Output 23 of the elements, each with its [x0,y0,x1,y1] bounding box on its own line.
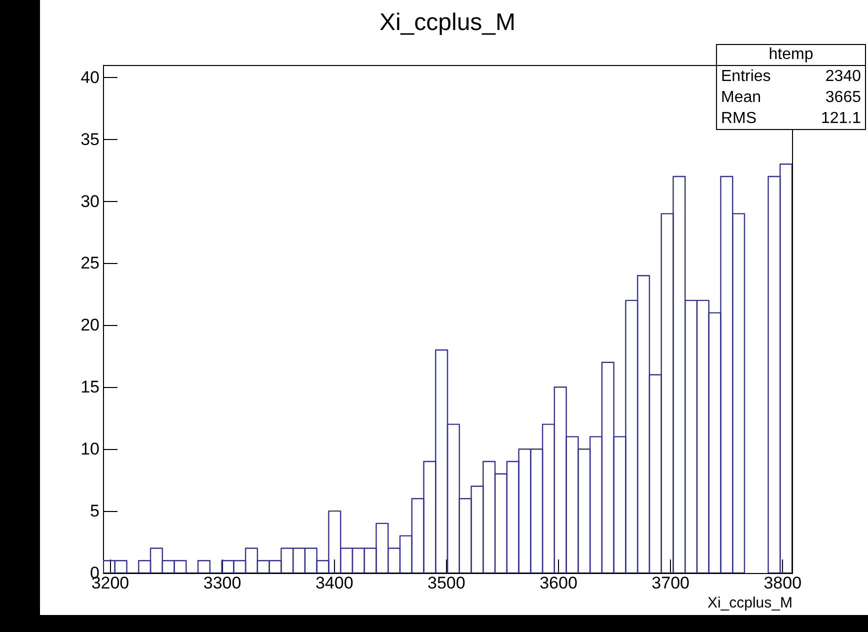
annotation: Entries [721,67,771,87]
y-tick-label: 5 [90,502,100,521]
x-axis-title: Xi_ccplus_M [707,594,792,612]
y-tick-label: 30 [80,192,100,211]
text: 121.1 [820,109,861,129]
y-tick-label: 35 [80,130,100,149]
annotation: RMS [721,109,757,129]
text: 3665 [825,88,861,108]
x-tick-label: 3800 [764,574,802,592]
y-tick-label: 40 [80,68,100,87]
x-tick-label: 3400 [315,574,354,592]
text: htemp [717,45,865,66]
chart-title: Xi_ccplus_M [379,9,516,36]
x-tick-label: 3600 [540,574,578,592]
y-tick-label: 20 [80,316,100,335]
x-tick-label: 3700 [652,574,690,592]
x-tick-label: 3300 [203,574,242,592]
y-tick-label: 25 [80,254,100,273]
x-tick-label: 3500 [428,574,466,592]
text: 2340 [825,67,861,87]
annotation: Mean [721,88,762,108]
y-tick-label: 15 [80,378,100,397]
y-tick-label: 10 [80,440,100,459]
